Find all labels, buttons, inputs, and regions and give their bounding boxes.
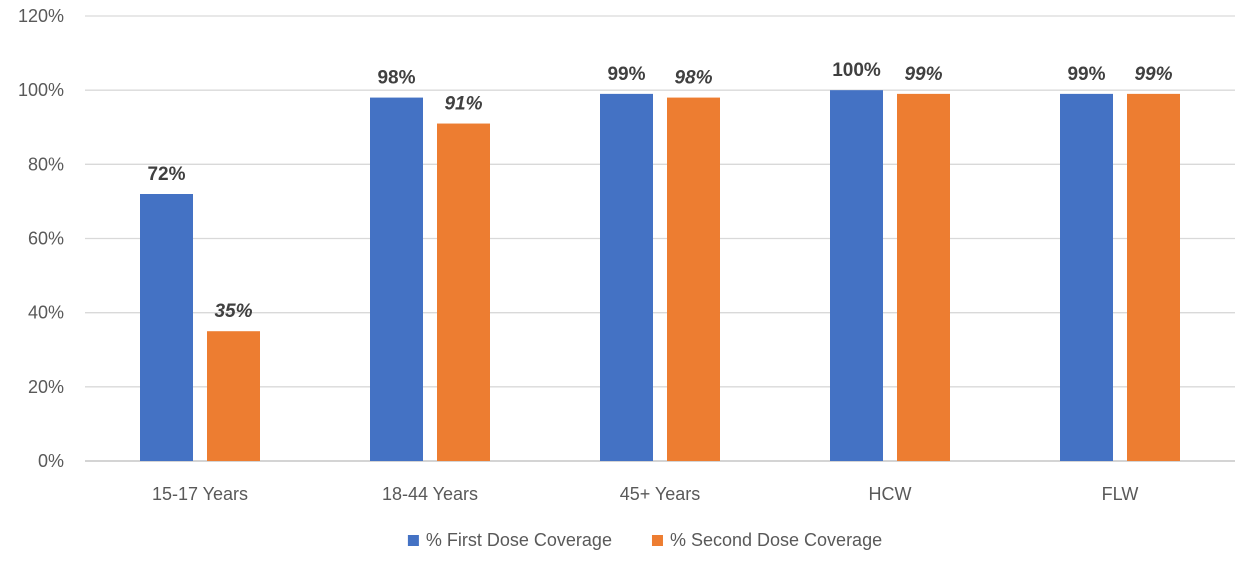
x-tick-label: HCW	[869, 484, 912, 504]
data-label: 98%	[377, 68, 415, 89]
y-tick-label: 120%	[18, 6, 64, 26]
x-tick-label: FLW	[1102, 484, 1139, 504]
y-tick-label: 60%	[28, 229, 64, 249]
legend-label: % First Dose Coverage	[426, 530, 612, 550]
data-label: 72%	[147, 164, 185, 185]
data-label: 35%	[214, 301, 252, 322]
data-label: 98%	[674, 68, 712, 89]
y-tick-label: 20%	[28, 377, 64, 397]
data-label: 99%	[1067, 64, 1105, 85]
legend: % First Dose Coverage % Second Dose Cover…	[407, 530, 882, 550]
y-tick-label: 80%	[28, 154, 64, 174]
bar-first-dose	[1060, 93, 1113, 461]
bar-first-dose	[600, 93, 653, 461]
bar-second-dose	[1127, 93, 1180, 461]
y-tick-label: 40%	[28, 303, 64, 323]
x-tick-label: 15-17 Years	[152, 484, 248, 504]
legend-label: % Second Dose Coverage	[670, 530, 882, 550]
x-tick-label: 45+ Years	[620, 484, 701, 504]
legend-item: % Second Dose Coverage	[651, 530, 882, 550]
bar-second-dose	[897, 93, 950, 461]
bar-first-dose	[140, 194, 193, 461]
data-label: 100%	[832, 60, 881, 81]
gridlines	[85, 15, 1235, 462]
data-label: 99%	[904, 64, 942, 85]
y-tick-label: 0%	[38, 451, 64, 471]
legend-swatch	[407, 535, 419, 546]
legend-swatch	[651, 535, 663, 546]
bar-first-dose	[370, 97, 423, 461]
y-tick-label: 100%	[18, 80, 64, 100]
data-label: 99%	[607, 64, 645, 85]
y-axis-tick-labels: 0% 20% 40% 60% 80% 100% 120%	[18, 6, 64, 471]
legend-item: % First Dose Coverage	[407, 530, 612, 550]
bar-second-dose	[207, 331, 260, 461]
bar-first-dose	[830, 90, 883, 462]
x-axis-tick-labels: 15-17 Years 18-44 Years 45+ Years HCW FLW	[152, 484, 1138, 504]
x-tick-label: 18-44 Years	[382, 484, 478, 504]
bar-second-dose	[667, 97, 720, 461]
bars	[140, 90, 1180, 462]
data-label: 99%	[1134, 64, 1172, 85]
data-label: 91%	[444, 94, 482, 115]
bar-second-dose	[437, 123, 490, 462]
data-labels: 72% 35% 98% 91% 99% 98% 100% 99% 99% 99%	[147, 60, 1172, 322]
